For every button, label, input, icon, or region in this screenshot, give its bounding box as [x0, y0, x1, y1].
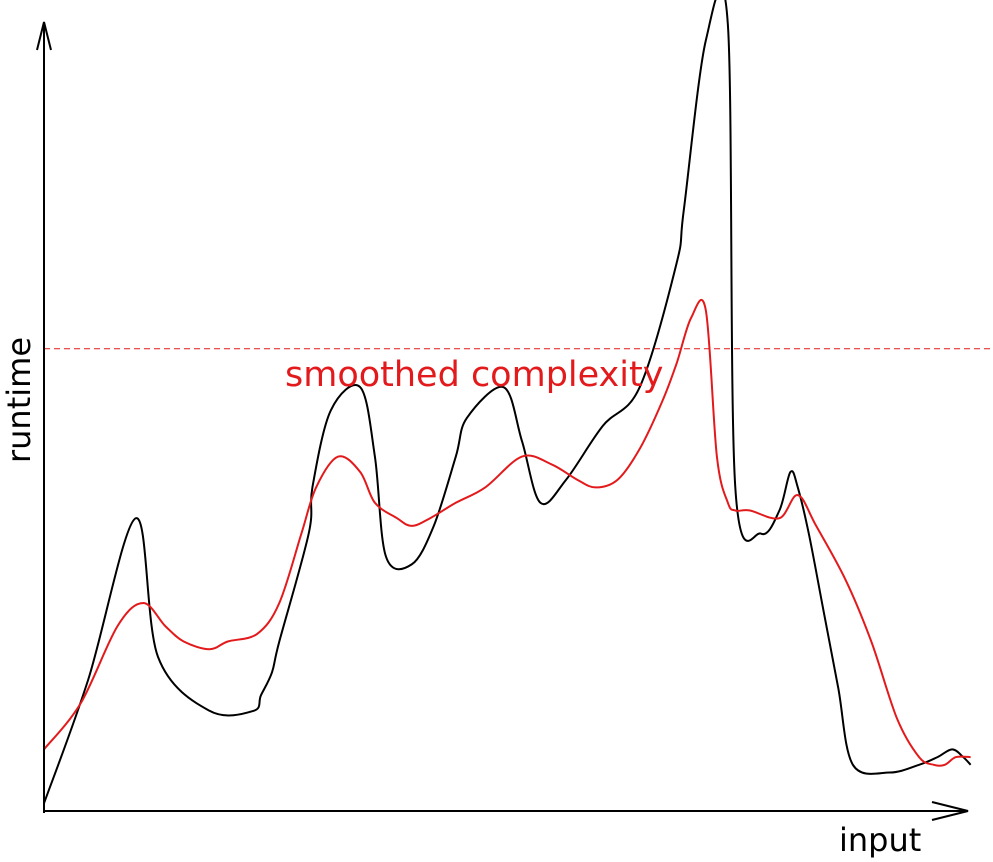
curves-layer — [43, 0, 972, 804]
smoothed-complexity-label: smoothed complexity — [285, 355, 663, 395]
axes — [36, 21, 969, 821]
y-axis-arrow-icon — [36, 21, 52, 51]
x-axis-label: input — [839, 821, 921, 859]
y-axis-label: runtime — [0, 337, 38, 463]
x-axis-arrow-icon — [931, 801, 969, 821]
runtime-curve-line — [43, 0, 972, 804]
smoothed-curve-line — [43, 299, 971, 767]
